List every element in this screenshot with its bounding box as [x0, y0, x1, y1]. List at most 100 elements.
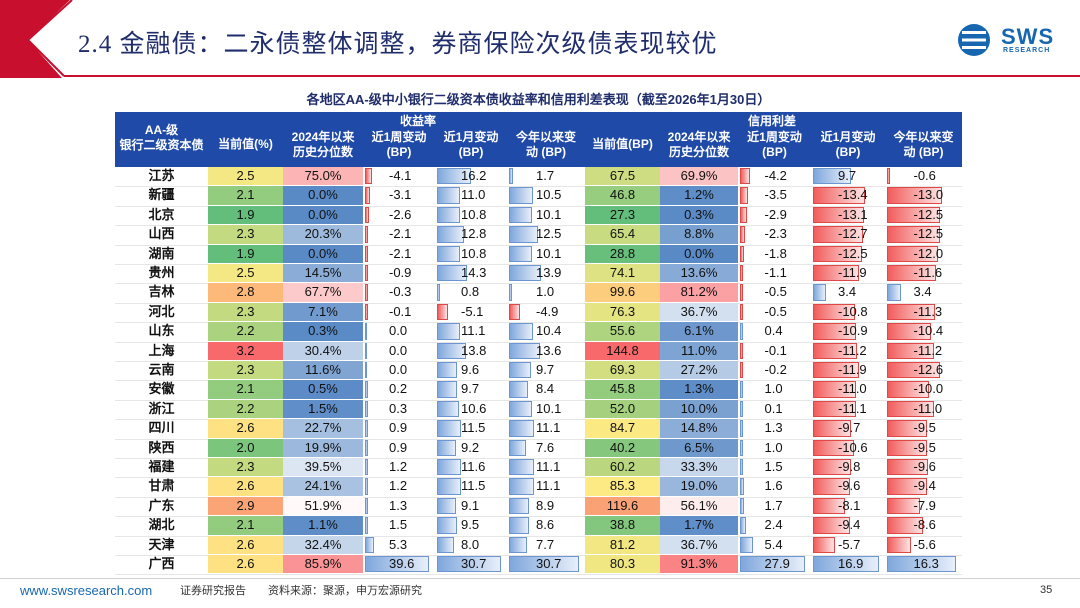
cell-s: 69.3 — [585, 361, 660, 380]
cell-sp: 6.5% — [660, 438, 738, 457]
cell-sp: 14.8% — [660, 419, 738, 438]
cell-value: 10.1 — [536, 206, 562, 222]
data-bar — [813, 226, 863, 243]
data-bar — [365, 420, 368, 437]
data-bar — [887, 284, 902, 301]
cell-value: -3.5 — [764, 187, 787, 203]
cell-yw: 5.3 — [363, 536, 435, 554]
data-bar — [509, 536, 527, 553]
cell-ym: 10.6 — [435, 400, 507, 418]
data-bar — [887, 265, 937, 282]
cell-value: 39.6 — [389, 556, 415, 571]
table-row: 湖南 1.9 0.0% -2.1 10.8 10.1 28.8 0.0% -1.8 -12.5 -1… — [115, 244, 962, 265]
footer-url-link[interactable]: www.swsresearch.com — [20, 583, 153, 598]
cell-sp: 8.8% — [660, 225, 738, 244]
cell-ym: 30.7 — [435, 555, 507, 573]
cell-sy: -10.0 — [885, 380, 962, 398]
cell-yw: -2.1 — [363, 245, 435, 263]
cell-yp: 75.0% — [283, 167, 363, 186]
data-bar — [740, 420, 744, 437]
cell-value: -13.0 — [913, 187, 944, 203]
cell-ym: 16.2 — [435, 167, 507, 185]
cell-s: 99.6 — [585, 283, 660, 302]
cell-sm: -10.6 — [811, 439, 885, 457]
cell-value: -11.3 — [913, 303, 943, 319]
cell-sp: 11.0% — [660, 341, 738, 360]
cell-ym: 9.2 — [435, 439, 507, 457]
data-bar — [437, 206, 460, 224]
cell-value: -11.0 — [838, 381, 867, 397]
cell-s: 85.3 — [585, 477, 660, 496]
cell-value: 1.3 — [764, 420, 783, 436]
cell-value: 27.9 — [764, 556, 790, 571]
data-bar — [740, 497, 744, 515]
cell-yw: -0.9 — [363, 264, 435, 282]
data-bar — [509, 439, 527, 456]
data-bar — [437, 400, 460, 418]
cell-value: -2.1 — [389, 226, 412, 242]
table-row: 广东 2.9 51.9% 1.3 9.1 8.9 119.6 56.1% 1.7 -8.1 -7.9 — [115, 496, 962, 518]
cell-value: -9.7 — [838, 420, 861, 436]
cell-value: -5.6 — [913, 536, 936, 552]
cell-sm: -9.8 — [811, 458, 885, 476]
cell-y: 2.6 — [208, 555, 283, 574]
data-bar — [740, 284, 743, 301]
cell-yw: -2.1 — [363, 225, 435, 243]
cell-ym: 11.6 — [435, 458, 507, 476]
cell-value: 30.7 — [461, 556, 487, 571]
table-row: 云南 2.3 11.6% 0.0 9.6 9.7 69.3 27.2% -0.2 -11.9 -12… — [115, 361, 962, 382]
cell-value: 1.2 — [389, 478, 408, 494]
cell-value: 0.0 — [389, 342, 408, 358]
cell-sy: -8.6 — [885, 516, 962, 534]
cell-value: 1.0 — [536, 284, 555, 300]
cell-value: 7.7 — [536, 536, 555, 552]
cell-sw: 1.3 — [738, 419, 811, 437]
cell-value: 0.3 — [389, 400, 408, 416]
data-bar — [740, 459, 744, 476]
data-bar — [813, 478, 851, 495]
cell-sy: -5.6 — [885, 536, 962, 554]
cell-sw: -3.5 — [738, 186, 811, 204]
cell-yy: 12.5 — [507, 225, 585, 243]
data-bar — [509, 517, 529, 534]
data-bar — [887, 323, 932, 340]
cell-s: 81.2 — [585, 535, 660, 554]
cell-s: 60.2 — [585, 458, 660, 477]
cell-value: 9.5 — [461, 517, 480, 533]
data-bar — [740, 381, 743, 398]
cell-sy: -13.0 — [885, 186, 962, 204]
cell-prov: 山西 — [148, 226, 175, 242]
cell-sy: -9.4 — [885, 477, 962, 495]
cell-sy: -7.9 — [885, 497, 962, 515]
cell-yy: 1.7 — [507, 167, 585, 185]
cell-yp: 22.7% — [283, 419, 363, 438]
cell-sp: 27.2% — [660, 361, 738, 380]
data-bar — [887, 517, 924, 534]
cell-sm: -11.2 — [811, 342, 885, 360]
cell-yw: 1.3 — [363, 497, 435, 515]
cell-s: 144.8 — [585, 341, 660, 360]
cell-sy: -12.0 — [885, 245, 962, 263]
cell-value: 1.5 — [389, 517, 408, 533]
cell-yp: 1.1% — [283, 516, 363, 535]
cell-value: -9.8 — [838, 459, 861, 474]
cell-sm: -9.7 — [811, 419, 885, 437]
cell-y: 2.6 — [208, 419, 283, 438]
cell-value: -10.9 — [838, 323, 868, 339]
data-bar — [740, 187, 749, 204]
cell-value: -11.6 — [913, 265, 943, 280]
cell-sy: -12.6 — [885, 361, 962, 379]
cell-yy: 11.1 — [507, 458, 585, 476]
data-bar — [813, 303, 856, 321]
cell-y: 3.2 — [208, 341, 283, 360]
cell-value: 9.2 — [461, 439, 480, 455]
data-bar — [887, 168, 890, 185]
sws-logo-icon — [958, 24, 990, 56]
data-bar — [509, 226, 538, 243]
cell-value: 12.8 — [461, 226, 487, 242]
cell-sp: 56.1% — [660, 496, 738, 516]
logo-subtext: RESEARCH — [1003, 47, 1051, 54]
cell-value: 0.1 — [764, 400, 783, 416]
data-bar — [509, 342, 540, 359]
data-bar — [509, 478, 535, 495]
